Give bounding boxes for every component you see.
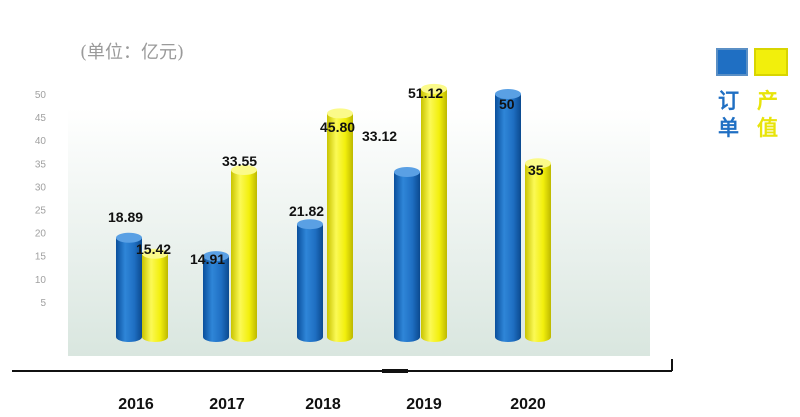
legend: 订单 产值 — [716, 48, 788, 140]
y-tick-label: 15 — [35, 252, 47, 263]
bar-orders-body — [297, 224, 323, 342]
bar-orders-top — [203, 251, 229, 262]
x-tick-label: 2018 — [305, 396, 341, 413]
bar-output-top — [327, 108, 353, 119]
bar-orders-body — [394, 171, 420, 342]
y-tick-label: 45 — [35, 113, 47, 124]
bar-orders-top — [495, 89, 521, 99]
bar-orders-body — [116, 237, 142, 342]
bar-output — [142, 248, 168, 342]
bar-orders — [495, 89, 521, 342]
unit-label: (单位：亿元) — [80, 42, 184, 63]
legend-label-output: 产值 — [757, 89, 778, 140]
y-tick-label: 5 — [40, 298, 46, 309]
x-tick-label: 2019 — [406, 396, 442, 413]
bar-output-body — [142, 253, 168, 342]
bar-output-top — [525, 158, 551, 169]
bars-layer: 18.89 14.91 21.82 33.12 50 15.42 33.55 45.80 51.… — [108, 83, 551, 343]
bar-output-body — [231, 169, 257, 342]
data-label: 35 — [528, 162, 544, 178]
bar-orders-top — [116, 232, 142, 243]
x-tick-label: 2016 — [118, 396, 154, 413]
bar-orders-top — [394, 166, 420, 177]
bar-output — [421, 83, 447, 343]
y-tick-label: 30 — [35, 182, 47, 193]
bar-orders — [297, 219, 323, 342]
data-label: 50 — [499, 96, 515, 112]
y-tick-label: 25 — [35, 206, 47, 217]
data-label: 15.42 — [136, 241, 171, 257]
x-tick-label: 2020 — [510, 396, 546, 413]
data-label: 45.80 — [320, 119, 355, 135]
bar-output-body — [525, 163, 551, 342]
x-tick-label: 2017 — [209, 396, 245, 413]
y-tick-label: 40 — [35, 136, 47, 147]
data-label: 14.91 — [190, 251, 225, 267]
bar-orders-body — [203, 256, 229, 342]
data-label: 21.82 — [289, 203, 324, 219]
y-tick-label: 20 — [35, 229, 47, 240]
bar-output-body — [327, 113, 353, 343]
data-label: 18.89 — [108, 209, 143, 225]
bar-output — [231, 164, 257, 342]
bar-output-top — [231, 164, 257, 175]
bar-output — [525, 158, 551, 342]
bar-output — [327, 108, 353, 343]
x-axis-labels: 2016 2017 2018 2019 2020 — [118, 396, 546, 413]
legend-label-orders: 订单 — [718, 89, 739, 140]
bar-orders — [116, 232, 142, 342]
bar-orders — [203, 251, 229, 342]
bar-orders — [394, 166, 420, 342]
bar-output-top — [421, 83, 447, 94]
data-label: 33.55 — [222, 153, 257, 169]
legend-swatch-orders — [716, 48, 748, 76]
y-tick-label: 50 — [35, 90, 47, 101]
bar-output-body — [421, 88, 447, 343]
bar-output-top — [142, 248, 168, 259]
y-tick-label: 35 — [35, 159, 47, 170]
y-tick-label: 10 — [35, 275, 47, 286]
data-label: 33.12 — [362, 128, 397, 144]
legend-swatch-output — [754, 48, 788, 76]
data-label: 51.12 — [408, 85, 443, 101]
bar-orders-body — [495, 94, 521, 342]
y-axis-ticks: 5 10 15 20 25 30 35 40 45 50 — [35, 90, 47, 309]
bar-orders-top — [297, 219, 323, 230]
